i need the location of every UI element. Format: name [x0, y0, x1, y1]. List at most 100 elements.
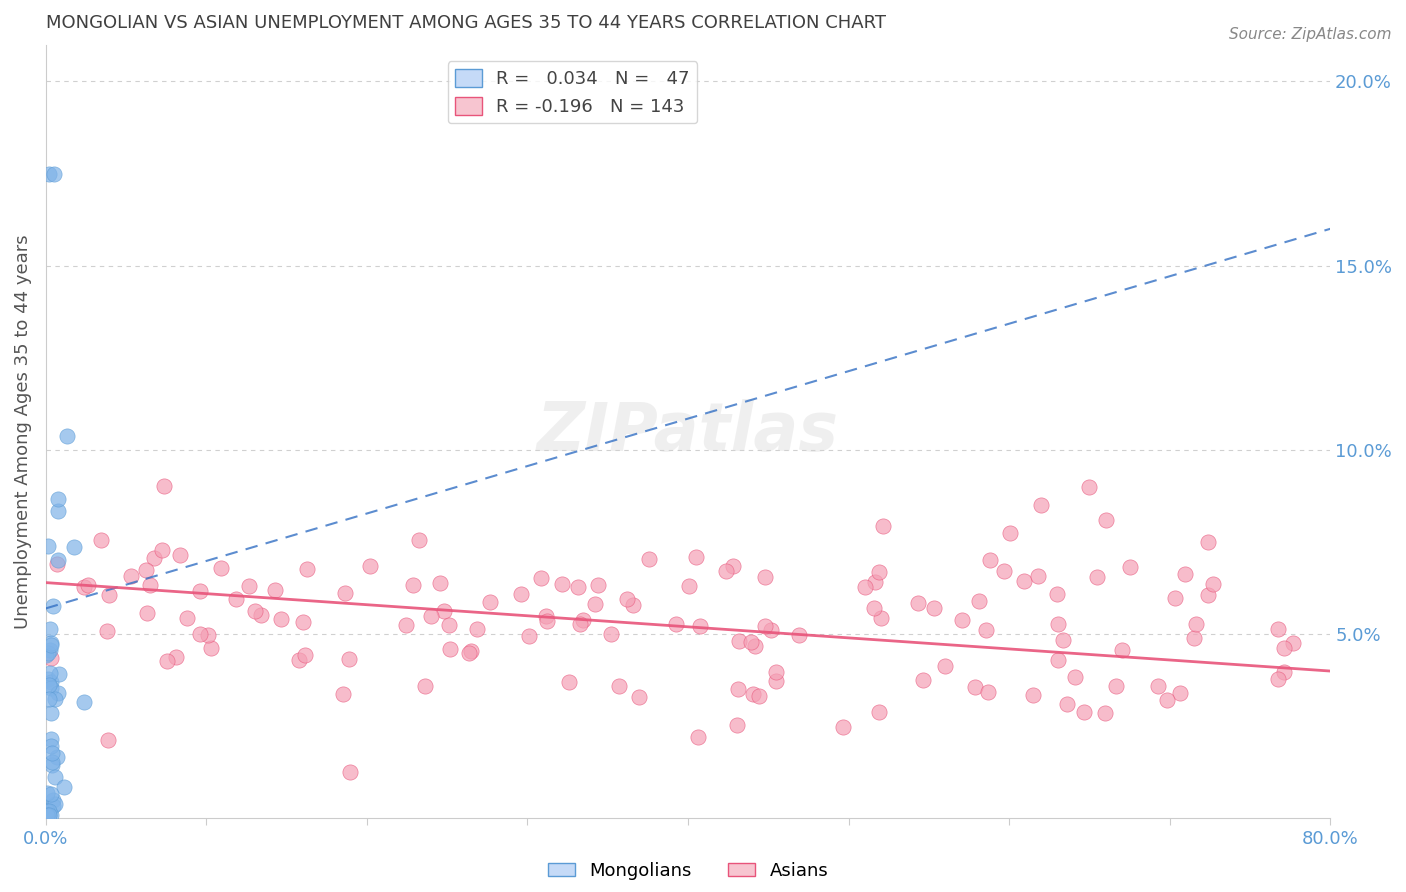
Asians	[429, 576, 451, 591]
Asians	[332, 687, 354, 701]
Mongolians	[53, 780, 76, 794]
Text: MONGOLIAN VS ASIAN UNEMPLOYMENT AMONG AGES 35 TO 44 YEARS CORRELATION CHART: MONGOLIAN VS ASIAN UNEMPLOYMENT AMONG AG…	[46, 14, 886, 32]
Asians	[638, 552, 661, 566]
Asians	[1052, 633, 1074, 648]
Asians	[517, 629, 540, 643]
Mongolians	[37, 804, 59, 818]
Asians	[922, 601, 945, 615]
Asians	[465, 622, 488, 636]
Asians	[294, 648, 316, 662]
Asians	[870, 611, 893, 625]
Asians	[337, 652, 360, 666]
Asians	[73, 580, 96, 594]
Asians	[1164, 591, 1187, 605]
Mongolians	[39, 622, 62, 636]
Mongolians	[37, 807, 59, 822]
Asians	[1046, 587, 1069, 601]
Asians	[1094, 706, 1116, 720]
Asians	[263, 582, 285, 597]
Mongolians	[37, 807, 59, 822]
Asians	[950, 613, 973, 627]
Asians	[967, 594, 990, 608]
Asians	[1274, 640, 1296, 655]
Mongolians	[37, 539, 59, 553]
Mongolians	[38, 692, 60, 706]
Asians	[600, 626, 623, 640]
Mongolians	[46, 492, 69, 507]
Asians	[200, 641, 222, 656]
Asians	[96, 624, 118, 638]
Asians	[402, 578, 425, 592]
Asians	[686, 730, 709, 744]
Asians	[209, 561, 232, 575]
Asians	[439, 617, 461, 632]
Mongolians	[35, 648, 58, 663]
Asians	[1012, 574, 1035, 588]
Asians	[142, 551, 165, 566]
Asians	[934, 658, 956, 673]
Asians	[1182, 631, 1205, 645]
Asians	[759, 623, 782, 637]
Asians	[458, 647, 481, 661]
Mongolians	[46, 553, 69, 567]
Mongolians	[39, 636, 62, 650]
Asians	[150, 542, 173, 557]
Asians	[976, 685, 998, 699]
Asians	[621, 598, 644, 612]
Mongolians	[38, 665, 60, 680]
Text: Source: ZipAtlas.com: Source: ZipAtlas.com	[1229, 27, 1392, 42]
Mongolians	[38, 804, 60, 818]
Asians	[714, 564, 737, 578]
Asians	[1147, 679, 1170, 693]
Asians	[748, 690, 770, 704]
Mongolians	[38, 167, 60, 181]
Mongolians	[39, 681, 62, 696]
Asians	[153, 479, 176, 493]
Mongolians	[41, 706, 63, 721]
Asians	[479, 595, 502, 609]
Asians	[911, 673, 934, 687]
Asians	[627, 690, 650, 704]
Mongolians	[39, 807, 62, 822]
Mongolians	[41, 758, 63, 772]
Asians	[197, 628, 219, 642]
Text: ZIPatlas: ZIPatlas	[537, 399, 839, 465]
Asians	[1185, 617, 1208, 632]
Mongolians	[73, 695, 96, 709]
Asians	[616, 591, 638, 606]
Mongolians	[56, 429, 79, 443]
Asians	[1056, 698, 1078, 712]
Asians	[569, 616, 592, 631]
Mongolians	[37, 646, 59, 660]
Asians	[188, 584, 211, 599]
Asians	[225, 591, 247, 606]
Asians	[869, 565, 891, 579]
Asians	[998, 525, 1021, 540]
Asians	[572, 613, 595, 627]
Asians	[460, 643, 482, 657]
Asians	[1267, 622, 1289, 636]
Asians	[754, 570, 776, 584]
Asians	[1197, 535, 1219, 549]
Asians	[536, 614, 558, 628]
Asians	[1202, 576, 1225, 591]
Asians	[1063, 669, 1085, 683]
Mongolians	[44, 770, 66, 784]
Mongolians	[44, 797, 66, 811]
Asians	[585, 597, 607, 611]
Asians	[664, 617, 686, 632]
Asians	[721, 559, 744, 574]
Mongolians	[39, 675, 62, 690]
Asians	[1156, 693, 1178, 707]
Mongolians	[37, 807, 59, 822]
Asians	[433, 604, 456, 618]
Mongolians	[42, 167, 65, 181]
Asians	[138, 578, 160, 592]
Mongolians	[39, 731, 62, 746]
Asians	[1282, 636, 1305, 650]
Asians	[135, 606, 157, 620]
Asians	[993, 564, 1015, 578]
Asians	[1267, 672, 1289, 686]
Asians	[243, 604, 266, 618]
Asians	[728, 634, 751, 648]
